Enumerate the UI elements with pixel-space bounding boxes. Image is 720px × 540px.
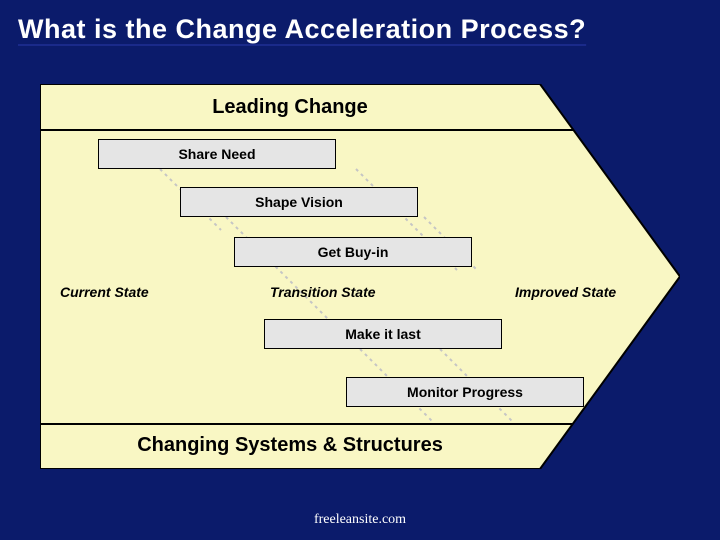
box-make-it-last: Make it last: [264, 319, 502, 349]
slide: What is the Change Acceleration Process?…: [0, 0, 720, 540]
slide-title: What is the Change Acceleration Process?: [18, 14, 702, 45]
state-current: Current State: [60, 284, 149, 300]
footer-text: freeleansite.com: [0, 512, 720, 528]
state-transition: Transition State: [270, 284, 376, 300]
cap-arrow: Leading Change Changing Systems & Struct…: [40, 84, 680, 469]
box-shape-vision: Shape Vision: [180, 187, 418, 217]
banner-changing-systems: Changing Systems & Structures: [40, 434, 540, 457]
box-get-buy-in: Get Buy-in: [234, 237, 472, 267]
box-monitor-progress: Monitor Progress: [346, 377, 584, 407]
banner-leading-change: Leading Change: [40, 96, 540, 119]
state-improved: Improved State: [515, 284, 616, 300]
box-share-need: Share Need: [98, 139, 336, 169]
